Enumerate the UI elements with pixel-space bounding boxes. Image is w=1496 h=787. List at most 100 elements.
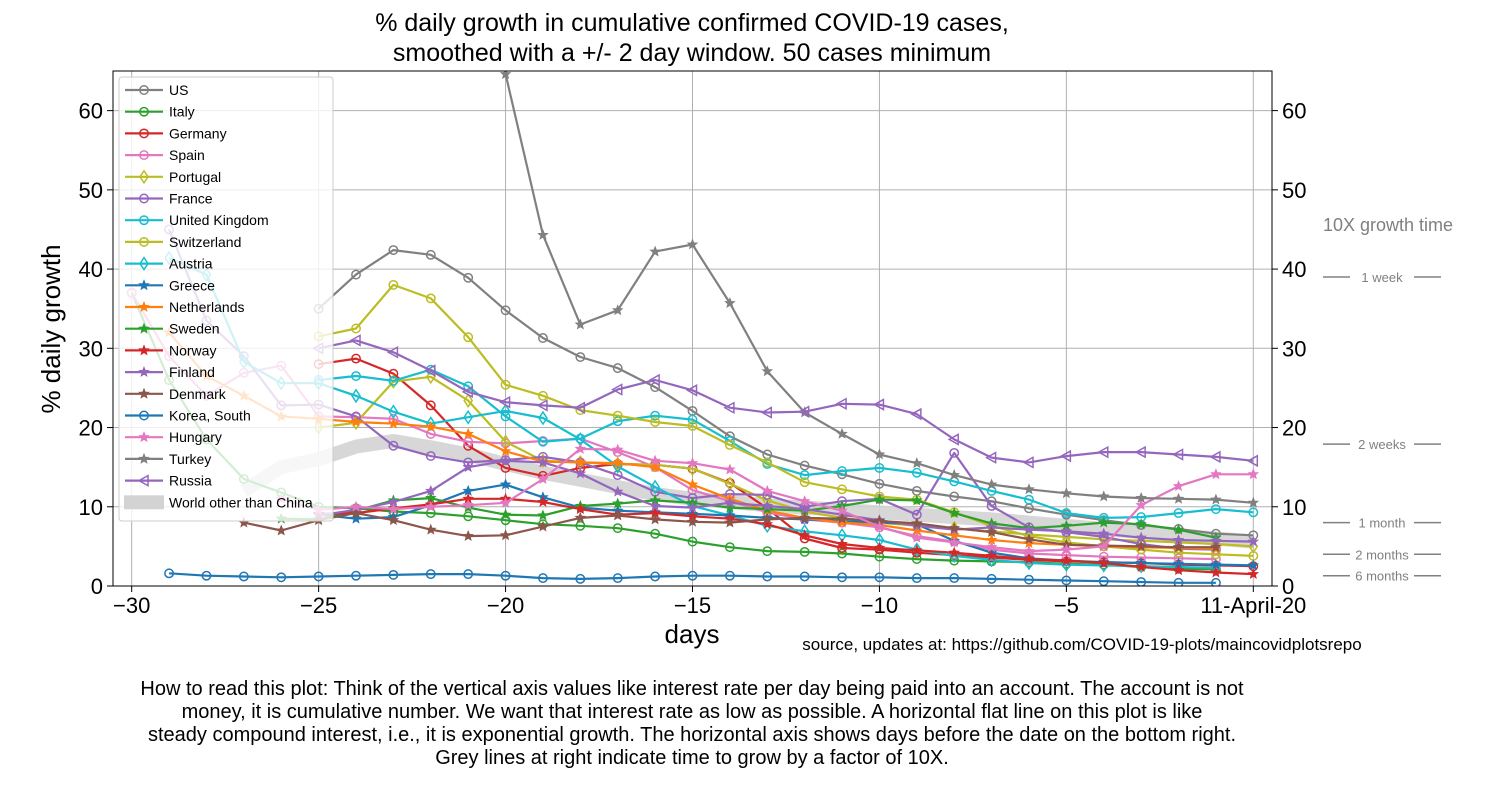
data-point bbox=[350, 507, 362, 519]
legend-item-portugal: Portugal bbox=[125, 169, 221, 185]
data-point bbox=[650, 571, 661, 582]
data-point bbox=[1023, 523, 1035, 535]
data-point bbox=[798, 511, 811, 523]
data-point bbox=[499, 71, 512, 80]
data-point bbox=[1172, 564, 1185, 576]
data-point bbox=[686, 501, 699, 513]
data-point bbox=[425, 523, 437, 535]
data-point bbox=[724, 516, 736, 528]
data-point bbox=[798, 405, 810, 418]
data-point bbox=[575, 520, 586, 531]
legend-label: Austria bbox=[169, 256, 213, 272]
legend-item-spain: Spain bbox=[125, 147, 205, 163]
data-point bbox=[238, 571, 249, 582]
data-point bbox=[686, 478, 699, 490]
x-axis-label: days bbox=[665, 619, 720, 649]
data-point bbox=[686, 457, 699, 469]
data-point bbox=[1024, 494, 1034, 505]
legend-label: Switzerland bbox=[169, 234, 241, 250]
legend-item-italy: Italy bbox=[125, 104, 195, 120]
data-point bbox=[463, 393, 474, 408]
y-tick-label-right: 0 bbox=[1282, 574, 1294, 599]
data-point bbox=[873, 448, 886, 460]
data-point bbox=[499, 478, 512, 490]
data-point bbox=[462, 530, 474, 542]
note-line-1: How to read this plot: Think of the vert… bbox=[140, 678, 1244, 700]
data-point bbox=[611, 443, 624, 455]
data-point bbox=[1024, 574, 1034, 585]
source-text: source, updates at: https://github.com/C… bbox=[802, 635, 1361, 654]
data-point bbox=[724, 440, 735, 450]
y-tick-label-left: 20 bbox=[79, 416, 103, 441]
data-point bbox=[872, 398, 885, 411]
y-tick-label-right: 10 bbox=[1282, 495, 1306, 520]
data-point bbox=[948, 522, 960, 534]
y-tick-label-right: 30 bbox=[1282, 336, 1306, 361]
data-point bbox=[425, 400, 436, 411]
data-point bbox=[611, 485, 624, 497]
data-point bbox=[1135, 518, 1147, 530]
data-point bbox=[836, 512, 848, 524]
data-point bbox=[612, 573, 623, 584]
legend-item-france: France bbox=[125, 191, 213, 207]
data-point bbox=[762, 546, 773, 557]
data-point bbox=[1060, 487, 1073, 499]
data-point bbox=[538, 410, 548, 426]
data-point bbox=[537, 228, 549, 240]
data-point bbox=[537, 472, 549, 484]
legend-item-greece: Greece bbox=[125, 277, 215, 293]
data-point bbox=[387, 417, 400, 429]
legend-label: France bbox=[169, 191, 213, 207]
data-point bbox=[799, 477, 810, 488]
x-tick-label: −30 bbox=[113, 593, 150, 618]
data-point bbox=[1022, 456, 1034, 469]
data-point bbox=[573, 401, 586, 415]
legend-item-world-other-than-china: World other than China bbox=[124, 494, 313, 510]
data-point bbox=[873, 520, 886, 532]
data-point bbox=[462, 461, 474, 473]
data-point bbox=[1247, 468, 1260, 480]
data-point bbox=[499, 529, 512, 541]
legend-label: Finland bbox=[169, 364, 215, 380]
data-point bbox=[611, 509, 624, 521]
growth-time-guides: 10X growth time 1 week 2 weeks 1 month 2 mo… bbox=[1323, 215, 1453, 584]
data-point bbox=[949, 491, 960, 502]
y-tick-label-left: 0 bbox=[91, 574, 103, 599]
data-point bbox=[836, 516, 848, 528]
legend-label: Hungary bbox=[169, 429, 222, 445]
data-point bbox=[1172, 492, 1185, 504]
data-point bbox=[350, 512, 362, 524]
legend-item-sweden: Sweden bbox=[125, 321, 220, 337]
series-line bbox=[318, 375, 1254, 548]
legend-label: Portugal bbox=[169, 169, 221, 185]
data-point bbox=[724, 297, 736, 309]
series-line bbox=[318, 497, 1254, 576]
legend-marker bbox=[139, 85, 149, 95]
data-point bbox=[949, 447, 960, 458]
data-point bbox=[463, 332, 474, 343]
data-point bbox=[649, 499, 661, 511]
legend-marker bbox=[139, 169, 149, 185]
data-point bbox=[499, 496, 512, 508]
data-point bbox=[462, 427, 474, 439]
legend-label: Sweden bbox=[169, 321, 220, 337]
data-point bbox=[649, 513, 661, 525]
data-point bbox=[538, 436, 548, 447]
legend-label: US bbox=[169, 82, 188, 98]
data-point bbox=[574, 511, 587, 523]
data-point bbox=[500, 305, 511, 316]
data-point bbox=[762, 457, 773, 468]
data-point bbox=[575, 352, 586, 362]
data-point bbox=[911, 494, 923, 506]
legend-item-finland: Finland bbox=[125, 364, 215, 380]
data-point bbox=[985, 526, 998, 538]
data-point bbox=[687, 536, 698, 547]
data-point bbox=[873, 493, 886, 505]
data-point bbox=[611, 304, 624, 316]
data-point bbox=[686, 515, 699, 527]
legend-label: Russia bbox=[169, 473, 212, 489]
legend-marker bbox=[139, 236, 149, 247]
data-point bbox=[649, 461, 661, 473]
guide-label: 1 month bbox=[1359, 516, 1406, 531]
data-point bbox=[349, 334, 361, 347]
